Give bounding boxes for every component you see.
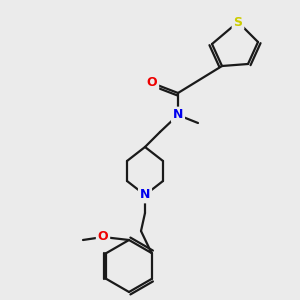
- Text: S: S: [233, 16, 242, 28]
- Text: O: O: [98, 230, 108, 244]
- Text: N: N: [140, 188, 150, 202]
- Text: O: O: [147, 76, 157, 89]
- Text: N: N: [173, 109, 183, 122]
